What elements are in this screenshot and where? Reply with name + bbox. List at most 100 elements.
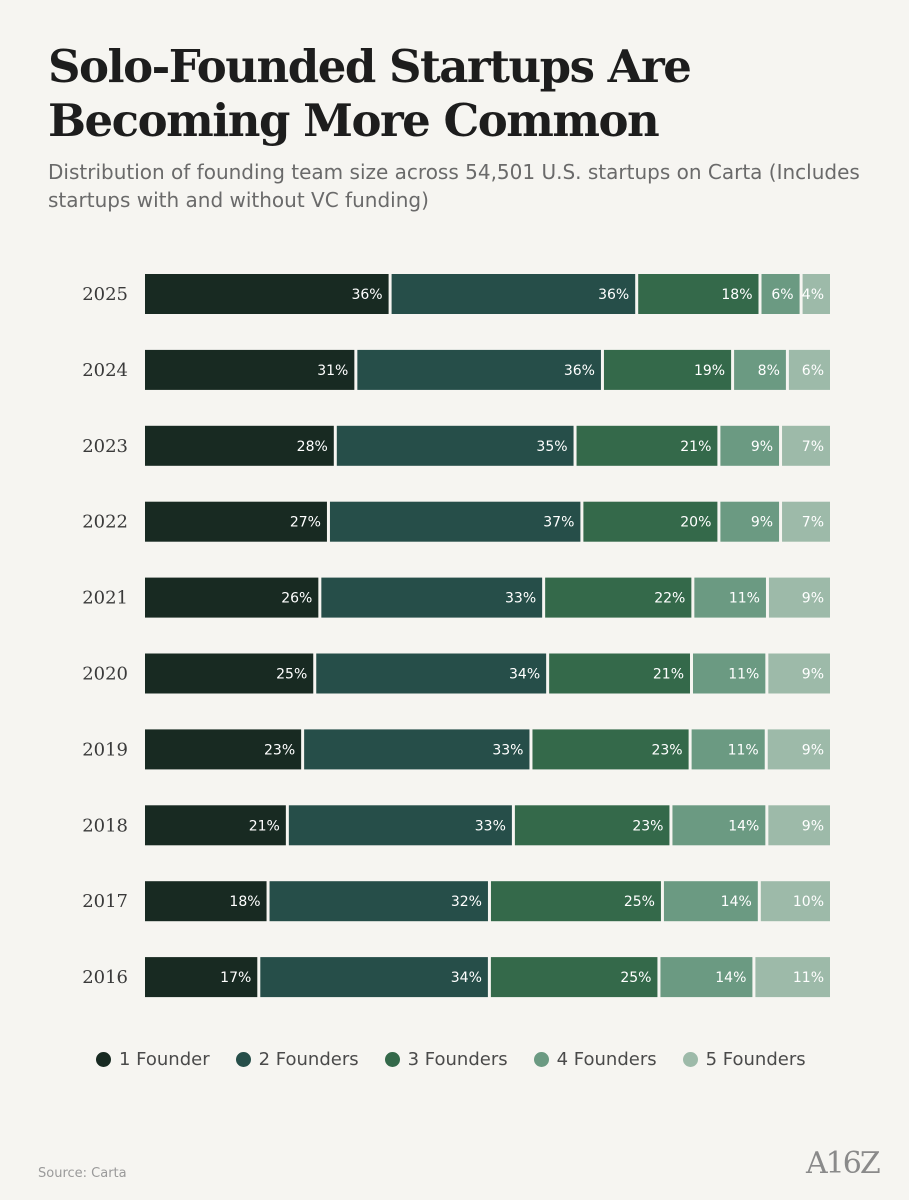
bar-segment-2024-1-founders (145, 349, 355, 390)
bar-segment-2017-5-founders (760, 881, 830, 922)
year-label-2016: 2016 (82, 967, 128, 988)
bar-value-label: 23% (632, 818, 663, 834)
bar-value-label: 14% (721, 894, 752, 910)
bar-segment-2020-3-founders (549, 653, 690, 694)
bar-segment-2019-2-founders (304, 729, 530, 770)
bar-segment-2017-2-founders (269, 881, 488, 922)
bar-value-label: 27% (290, 515, 321, 531)
bar-segment-2016-4-founders (660, 957, 753, 998)
bar-segment-2021-3-founders (545, 577, 692, 618)
bar-value-label: 6% (802, 363, 824, 379)
bar-value-label: 28% (297, 439, 328, 455)
year-label-2022: 2022 (82, 512, 128, 533)
bar-value-label: 11% (728, 742, 759, 758)
bar-value-label: 26% (281, 591, 312, 607)
bar-segment-2023-4-founders (720, 425, 780, 466)
bar-segment-2022-5-founders (782, 501, 830, 542)
bar-value-label: 9% (802, 742, 824, 758)
bar-value-label: 9% (751, 439, 773, 455)
legend-swatch (533, 1052, 549, 1067)
bar-segment-2017-1-founders (145, 881, 267, 922)
bar-value-label: 7% (802, 515, 824, 531)
bar-value-label: 10% (793, 894, 824, 910)
chart-title: Solo-Founded Startups Are Becoming More … (48, 40, 692, 147)
legend-item-1: 1 Founder (96, 1049, 210, 1070)
bar-value-label: 11% (793, 970, 824, 986)
bar-segment-2020-4-founders (693, 653, 766, 694)
bar-value-label: 36% (564, 363, 595, 379)
year-label-2023: 2023 (82, 436, 128, 457)
bar-value-label: 23% (651, 742, 682, 758)
bar-segment-2025-1-founders (145, 274, 389, 314)
bar-segment-2019-3-founders (532, 729, 689, 770)
bar-value-label: 21% (653, 667, 684, 683)
bar-segment-2023-1-founders (145, 425, 334, 466)
stacked-bar-chart: 2025 36% 36% 18% 6% 4% 2024 31% 36% 19% 8% 6% 2023 28… (82, 274, 830, 998)
bar-segment-2019-1-founders (145, 729, 302, 770)
bar-value-label: 33% (492, 742, 523, 758)
bar-value-label: 11% (729, 591, 760, 607)
bar-segment-2018-5-founders (768, 805, 830, 846)
bar-segment-2020-2-founders (316, 653, 547, 694)
bar-segment-2023-3-founders (576, 425, 718, 466)
bar-value-label: 31% (317, 363, 348, 379)
bar-value-label: 9% (802, 667, 824, 683)
bar-value-label: 9% (802, 818, 824, 834)
bar-value-label: 18% (229, 894, 260, 910)
legend-label: 3 Founders (407, 1049, 508, 1070)
year-label-2024: 2024 (82, 360, 128, 381)
chart-legend: 1 Founder 2 Founders 3 Founders 4 Founders 5… (96, 1049, 806, 1070)
legend-swatch (384, 1052, 400, 1067)
legend-label: 1 Founder (119, 1049, 210, 1070)
bar-value-label: 35% (536, 439, 567, 455)
bar-segment-2020-1-founders (145, 653, 314, 694)
bar-value-label: 34% (509, 667, 540, 683)
bar-value-label: 21% (249, 818, 280, 834)
legend-item-2: 2 Founders (235, 1049, 359, 1070)
bar-value-label: 34% (451, 970, 482, 986)
source-note: Source: Carta (38, 1166, 127, 1181)
bar-segment-2016-1-founders (145, 957, 258, 998)
bar-segment-2021-2-founders (321, 577, 543, 618)
bar-segment-2016-3-founders (490, 957, 658, 998)
year-label-2020: 2020 (82, 664, 128, 685)
bar-value-label: 25% (624, 894, 655, 910)
bar-value-label: 36% (598, 287, 629, 303)
year-label-2021: 2021 (82, 588, 128, 609)
bar-segment-2018-1-founders (145, 805, 286, 846)
legend-label: 4 Founders (556, 1049, 657, 1070)
bar-segment-2023-5-founders (782, 425, 830, 466)
bar-segment-2022-1-founders (145, 501, 327, 542)
year-label-2019: 2019 (82, 739, 128, 760)
year-label-2017: 2017 (82, 891, 128, 912)
legend-label: 5 Founders (705, 1049, 806, 1070)
bar-value-label: 19% (694, 363, 725, 379)
bar-value-label: 18% (721, 287, 752, 303)
legend-item-5: 5 Founders (682, 1049, 806, 1070)
bar-segment-2024-2-founders (357, 349, 601, 390)
bar-value-label: 9% (751, 515, 773, 531)
bar-segment-2017-4-founders (663, 881, 758, 922)
legend-swatch (235, 1052, 251, 1067)
bar-segment-2024-3-founders (603, 349, 732, 390)
bar-segment-2019-4-founders (691, 729, 765, 770)
bar-segment-2018-3-founders (514, 805, 670, 846)
bar-segment-2024-5-founders (788, 349, 830, 390)
bar-value-label: 33% (505, 591, 536, 607)
bar-value-label: 33% (475, 818, 506, 834)
bar-value-label: 25% (620, 970, 651, 986)
bar-segment-2016-2-founders (260, 957, 488, 998)
bar-segment-2025-3-founders (638, 274, 759, 314)
bar-segment-2025-4-founders (761, 274, 800, 314)
bar-value-label: 37% (543, 515, 574, 531)
bar-segment-2020-5-founders (768, 653, 830, 694)
bar-segment-2025-2-founders (391, 274, 636, 314)
bar-value-label: 32% (451, 894, 482, 910)
bar-value-label: 11% (728, 667, 759, 683)
bar-segment-2021-5-founders (768, 577, 830, 618)
legend-swatch (682, 1052, 698, 1067)
a16z-logo: A16Z (806, 1146, 881, 1181)
legend-item-4: 4 Founders (533, 1049, 657, 1070)
bar-segment-2017-3-founders (490, 881, 661, 922)
bar-value-label: 17% (220, 970, 251, 986)
